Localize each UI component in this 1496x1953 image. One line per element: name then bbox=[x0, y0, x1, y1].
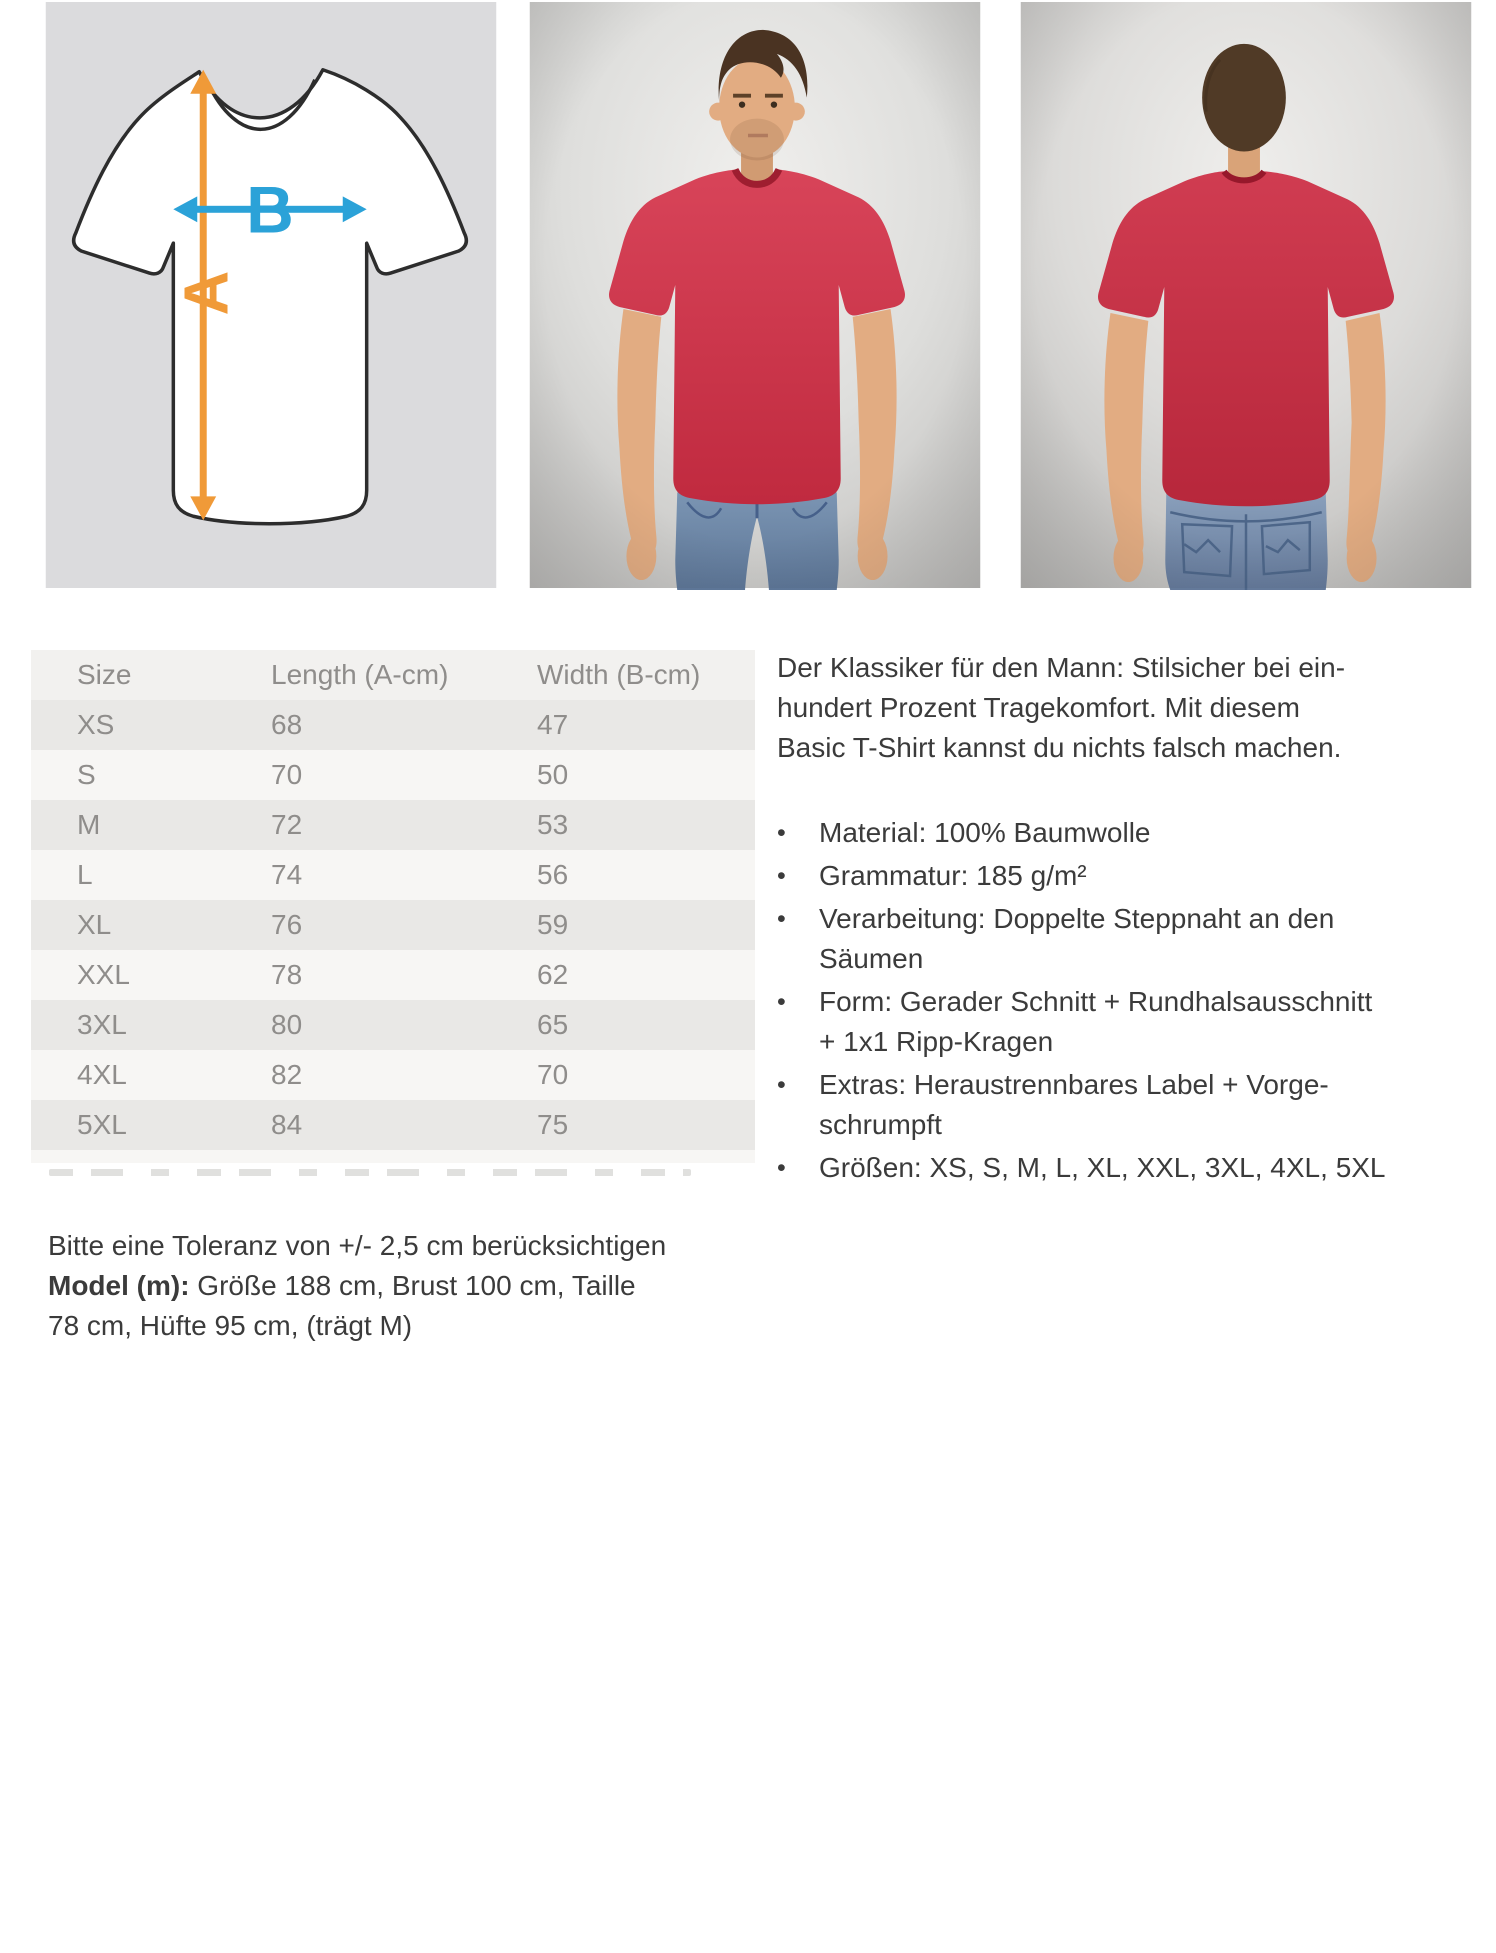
model-info-line1: Model (m): Größe 188 cm, Brust 100 cm, T… bbox=[48, 1266, 666, 1306]
description-paragraph-line: Der Klassiker für den Mann: Stilsicher b… bbox=[777, 652, 1346, 683]
description-paragraph-line: Basic T-Shirt kannst du nichts falsch ma… bbox=[777, 732, 1342, 763]
feature-item-groessen: • Größen: XS, S, M, L, XL, XXL, 3XL, 4XL… bbox=[777, 1148, 1489, 1188]
size-cell: XL bbox=[77, 909, 112, 940]
table-row: 3XL 80 65 bbox=[31, 1000, 755, 1050]
size-diagram-image: A B bbox=[45, 2, 497, 590]
measurement-notes: Bitte eine Toleranz von +/- 2,5 cm berüc… bbox=[48, 1226, 666, 1346]
bullet-icon: • bbox=[777, 988, 786, 1016]
table-row: XL 76 59 bbox=[31, 900, 755, 950]
clipped-table-row bbox=[31, 1150, 755, 1163]
model-back-photo bbox=[1020, 2, 1472, 590]
width-cell: 50 bbox=[537, 759, 569, 790]
table-header-row: Size Length (A-cm) Width (B-cm) bbox=[31, 650, 755, 700]
bullet-icon: • bbox=[777, 1154, 786, 1182]
width-cell: 59 bbox=[537, 909, 569, 940]
feature-list: • Material: 100% Baumwolle • Grammatur: … bbox=[777, 813, 1489, 1188]
size-cell: 5XL bbox=[77, 1109, 127, 1140]
size-cell: 4XL bbox=[77, 1059, 127, 1090]
width-cell: 62 bbox=[537, 959, 569, 990]
feature-item-material: • Material: 100% Baumwolle bbox=[777, 813, 1489, 853]
width-cell: 75 bbox=[537, 1109, 569, 1140]
model-measurements: Größe 188 cm, Brust 100 cm, Taille bbox=[189, 1270, 636, 1301]
bullet-icon: • bbox=[777, 819, 786, 847]
table-row: S 70 50 bbox=[31, 750, 755, 800]
length-cell: 76 bbox=[271, 909, 303, 940]
bullet-icon: • bbox=[777, 905, 786, 933]
table-row: 5XL 84 75 bbox=[31, 1100, 755, 1150]
size-table: Size Length (A-cm) Width (B-cm) XS 68 47… bbox=[31, 650, 755, 1176]
bullet-icon: • bbox=[777, 1071, 786, 1099]
tshirt-outline bbox=[71, 68, 469, 526]
product-description: Der Klassiker für den Mann: Stilsicher b… bbox=[777, 648, 1489, 1191]
table-row: L 74 56 bbox=[31, 850, 755, 900]
length-cell: 82 bbox=[271, 1059, 303, 1090]
table-row: 4XL 82 70 bbox=[31, 1050, 755, 1100]
model-front-illustration bbox=[529, 2, 981, 590]
label-a: A bbox=[173, 271, 242, 316]
size-cell: S bbox=[77, 759, 96, 790]
model-info-line2: 78 cm, Hüfte 95 cm, (trägt M) bbox=[48, 1310, 413, 1341]
length-arrow-a-icon bbox=[190, 69, 217, 521]
feature-item-grammatur: • Grammatur: 185 g/m² bbox=[777, 856, 1489, 896]
table-row: XXL 78 62 bbox=[31, 950, 755, 1000]
length-cell: 80 bbox=[271, 1009, 303, 1040]
feature-item-form: • Form: Gerader Schnitt + Rundhalsaussch… bbox=[777, 982, 1489, 1062]
table-row: XS 68 47 bbox=[31, 700, 755, 750]
tshirt-size-diagram: A B bbox=[45, 2, 497, 589]
width-cell: 47 bbox=[537, 709, 569, 740]
header-width: Width (B-cm) bbox=[537, 659, 701, 690]
length-cell: 70 bbox=[271, 759, 303, 790]
width-cell: 70 bbox=[537, 1059, 569, 1090]
length-cell: 84 bbox=[271, 1109, 303, 1140]
width-cell: 56 bbox=[537, 859, 569, 890]
length-cell: 78 bbox=[271, 959, 303, 990]
size-cell: L bbox=[77, 859, 93, 890]
clipped-text-remnant bbox=[49, 1169, 691, 1176]
bullet-icon: • bbox=[777, 862, 786, 890]
width-cell: 53 bbox=[537, 809, 569, 840]
size-cell: M bbox=[77, 809, 101, 840]
collar-inner-line bbox=[205, 79, 317, 132]
size-cell: XXL bbox=[77, 959, 130, 990]
width-cell: 65 bbox=[537, 1009, 569, 1040]
size-cell: 3XL bbox=[77, 1009, 127, 1040]
description-paragraph-line: hundert Prozent Tragekomfort. Mit diesem bbox=[777, 692, 1300, 723]
width-arrow-b-icon bbox=[173, 196, 367, 223]
tolerance-note: Bitte eine Toleranz von +/- 2,5 cm berüc… bbox=[48, 1230, 667, 1261]
label-b: B bbox=[246, 172, 294, 246]
model-front-photo bbox=[529, 2, 981, 590]
model-back-illustration bbox=[1020, 2, 1472, 590]
length-cell: 68 bbox=[271, 709, 303, 740]
header-size: Size bbox=[77, 659, 132, 690]
length-cell: 74 bbox=[271, 859, 303, 890]
feature-item-extras: • Extras: Heraustrennbares Label + Vorge… bbox=[777, 1065, 1489, 1145]
model-label: Model (m): bbox=[48, 1270, 190, 1301]
length-cell: 72 bbox=[271, 809, 303, 840]
table-row: M 72 53 bbox=[31, 800, 755, 850]
header-length: Length (A-cm) bbox=[271, 659, 449, 690]
size-cell: XS bbox=[77, 709, 115, 740]
feature-item-verarbeitung: • Verarbeitung: Doppelte Steppnaht an de… bbox=[777, 899, 1489, 979]
